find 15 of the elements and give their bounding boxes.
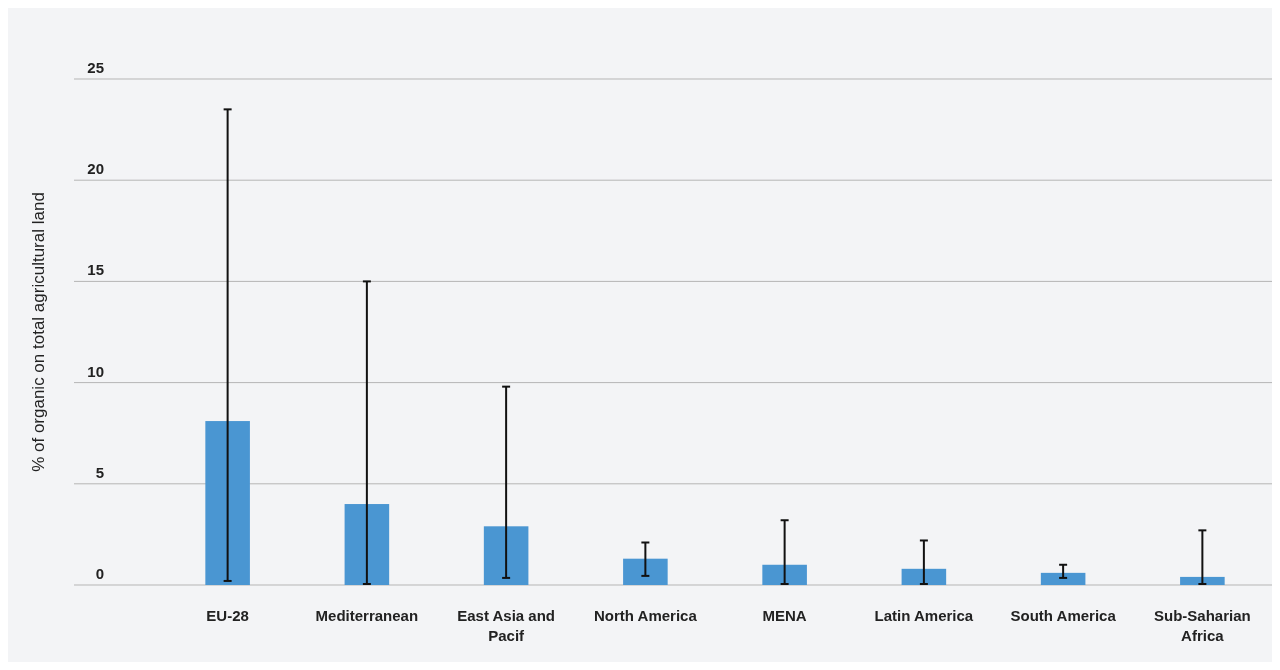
x-tick-label: EU-28 (206, 607, 249, 624)
y-tick-label: 0 (95, 565, 104, 582)
y-tick-label: 10 (87, 362, 104, 380)
x-tick-label: East Asia and Pacif (457, 607, 556, 644)
y-tick-label: 5 (95, 463, 104, 481)
x-tick-label: Sub-Saharian Africa (1154, 607, 1251, 644)
y-tick-label: 25 (87, 59, 104, 76)
x-tick-label: South America (1010, 607, 1117, 624)
x-tick-label: Latin America (874, 607, 974, 624)
y-tick-label: 20 (87, 160, 104, 178)
y-axis-title: % of organic on total agricultural land (29, 192, 48, 472)
y-tick-label: 15 (87, 261, 104, 279)
x-tick-label: North America (593, 607, 698, 624)
x-tick-label: MENA (762, 607, 807, 624)
x-tick-label: Mediterranean (315, 607, 419, 624)
